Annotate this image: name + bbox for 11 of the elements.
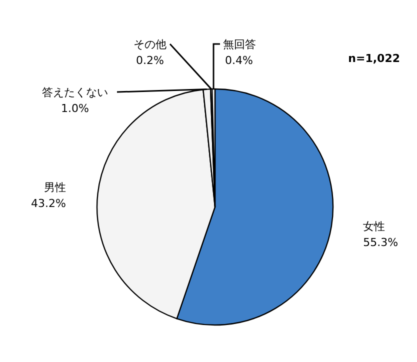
data-label: 55.3% — [363, 236, 398, 249]
text: n=1,022 — [348, 52, 400, 65]
slice-label: 男性 — [44, 181, 66, 194]
data-label: 1.0% — [61, 102, 89, 115]
data-label: 0.2% — [136, 54, 164, 67]
slice-label: その他 — [134, 38, 166, 51]
data-label: 43.2% — [30, 197, 66, 210]
slice-label: 答えたくない — [42, 86, 108, 99]
slice-label: 無回答 — [223, 38, 256, 51]
slice-label: 女性 — [363, 220, 386, 233]
data-label: 0.4% — [225, 54, 253, 67]
